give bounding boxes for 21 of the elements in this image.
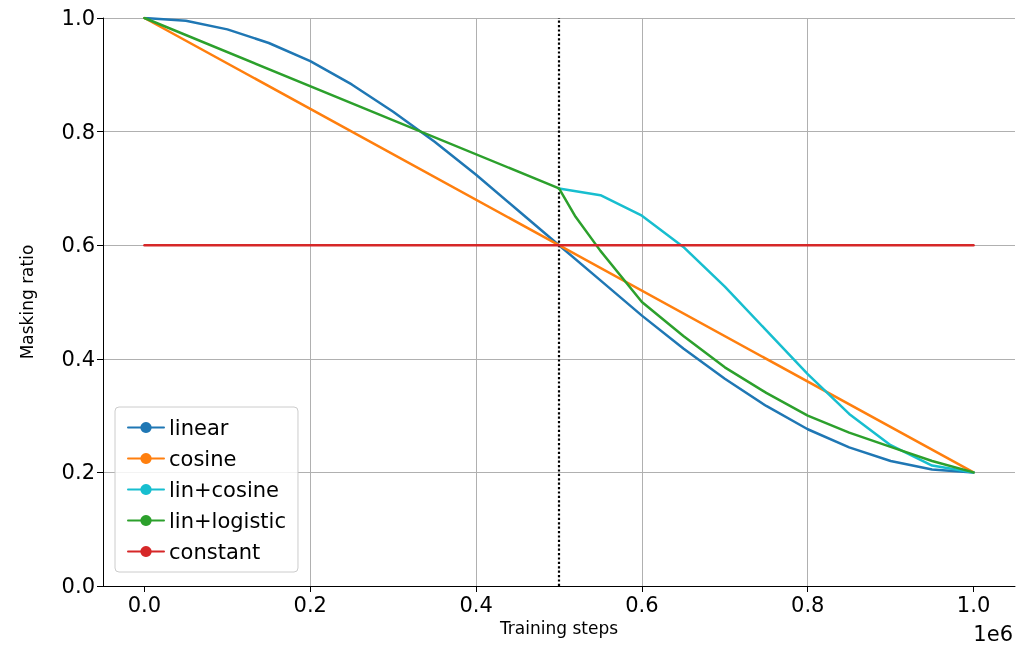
x-axis-title: Training steps [498,618,619,639]
x-tick-label: 0.8 [791,592,825,617]
legend-label: constant [169,539,261,564]
x-tick-label: 0.0 [127,592,162,617]
x-tick-label: 0.2 [293,592,327,617]
legend-label: cosine [169,446,237,471]
x-tick-label: 0.4 [459,592,493,617]
y-tick-label: 0.8 [61,119,95,144]
y-tick-label: 0.4 [61,346,95,371]
x-tick-label: 1.0 [956,592,991,617]
y-tick-label: 0.0 [61,574,95,598]
line-series [143,16,975,474]
y-tick-label: 0.6 [61,233,95,258]
y-tick-label: 1.0 [61,6,95,30]
x-tick-label: 0.6 [625,592,659,617]
text: 1e6 [973,621,1014,646]
legend-label: lin+logistic [169,508,286,533]
legend-label: lin+cosine [169,477,279,502]
y-tick-label: 0.2 [61,460,95,485]
legend-label: linear [169,415,229,440]
y-axis-title: Masking ratio [16,244,37,360]
